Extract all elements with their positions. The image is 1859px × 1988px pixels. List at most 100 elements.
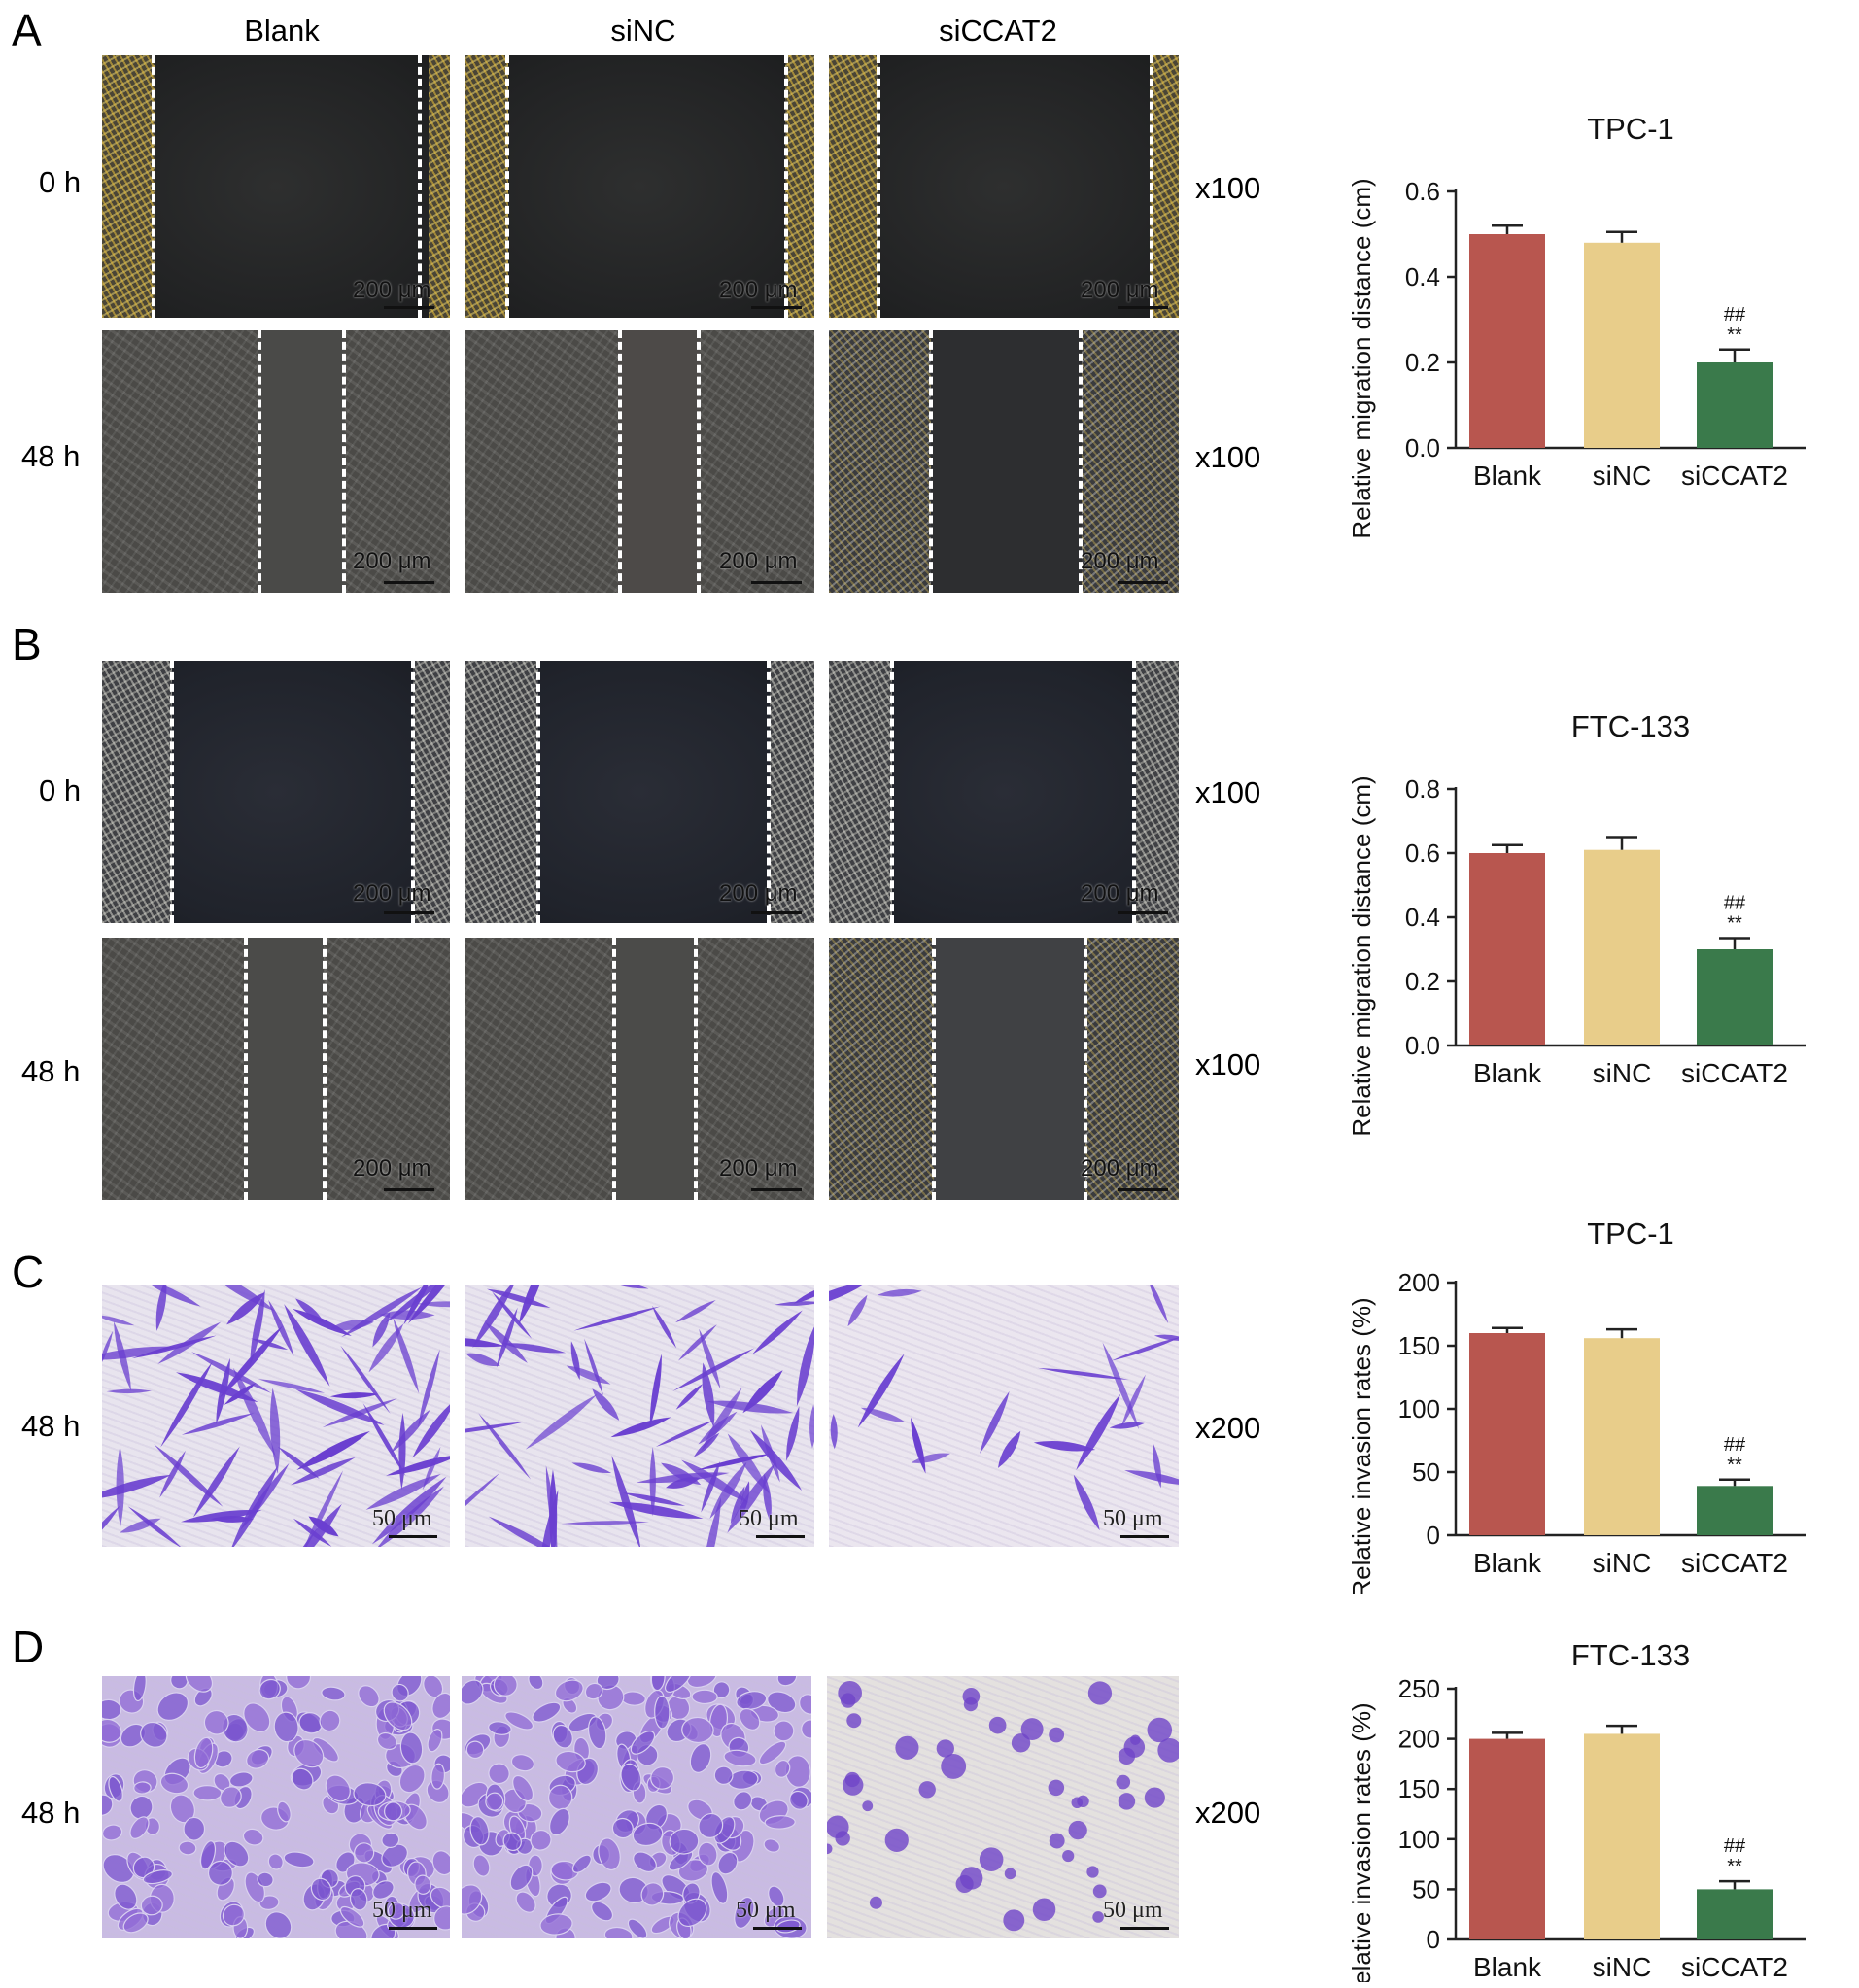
stained-cell: [584, 1682, 603, 1700]
stained-cell: [340, 1345, 391, 1414]
stained-cell: [322, 1398, 397, 1428]
stained-cell: [1118, 1747, 1136, 1765]
stained-cell: [941, 1754, 967, 1779]
stained-cell: [549, 1807, 570, 1836]
micrograph-c-siccat2: 50 μm: [829, 1285, 1179, 1547]
stained-cell: [776, 1676, 798, 1687]
panel-label-c: C: [12, 1247, 45, 1297]
y-tick-label: 150: [1398, 1774, 1440, 1803]
stained-cell: [205, 1285, 275, 1312]
stained-cell: [509, 1864, 534, 1892]
stained-cell: [267, 1853, 284, 1870]
stained-cell: [368, 1323, 404, 1373]
stained-cell: [620, 1763, 642, 1792]
stained-cell: [786, 1406, 800, 1461]
stained-cell: [552, 1724, 573, 1749]
stained-cell: [102, 1698, 122, 1721]
y-tick-label: 50: [1412, 1874, 1440, 1903]
x-tick-label: siCCAT2: [1681, 1058, 1788, 1088]
micrograph-a-0h-siccat2: 200 μm: [829, 55, 1179, 318]
stained-cell: [701, 1388, 742, 1452]
stained-cell: [465, 1337, 505, 1348]
stained-cell: [462, 1679, 484, 1705]
stained-cell: [669, 1828, 700, 1855]
x-tick-label: Blank: [1473, 1548, 1542, 1578]
magnification-a-48h: x100: [1195, 440, 1261, 474]
stained-cell: [936, 1739, 954, 1758]
stained-cell: [127, 1506, 183, 1547]
stained-cell: [911, 1417, 926, 1474]
stained-cell: [224, 1383, 257, 1405]
stained-cell: [114, 1883, 138, 1910]
stained-cell: [1087, 1681, 1113, 1705]
stained-cell: [622, 1492, 686, 1506]
y-tick-label: 0.6: [1405, 839, 1440, 868]
stained-cell: [430, 1763, 446, 1790]
stained-cell: [860, 1407, 906, 1422]
stained-cell: [102, 1474, 172, 1500]
stained-cell: [102, 1346, 178, 1360]
stained-cell: [627, 1918, 648, 1938]
stained-cell: [740, 1481, 750, 1519]
stained-cell: [598, 1837, 621, 1871]
stained-cell: [462, 1884, 483, 1915]
stained-cell: [277, 1446, 320, 1479]
stained-cell: [385, 1285, 450, 1323]
stained-cell: [372, 1312, 391, 1348]
stained-cell: [566, 1365, 611, 1385]
stained-cell: [431, 1692, 450, 1720]
stained-cell: [496, 1307, 518, 1368]
stained-cell: [488, 1763, 510, 1785]
stained-cell: [160, 1360, 213, 1448]
stained-cell: [181, 1510, 262, 1523]
micrograph-d-blank: 50 μm: [102, 1676, 450, 1938]
stained-cell: [310, 1877, 332, 1902]
stained-cell: [809, 1404, 814, 1449]
stained-cell: [1020, 1718, 1044, 1741]
stained-cell: [650, 1676, 666, 1692]
stained-cell: [264, 1911, 293, 1938]
stained-cell: [764, 1815, 796, 1830]
stained-cell: [537, 1490, 559, 1547]
stained-cell: [717, 1851, 739, 1875]
stained-cell: [399, 1731, 424, 1765]
y-axis-label: Relative invasion rates (%): [1347, 1702, 1376, 1982]
stained-cell: [414, 1874, 432, 1895]
stained-cell: [246, 1749, 270, 1769]
stained-cell: [774, 1759, 791, 1778]
stained-cell: [502, 1832, 522, 1852]
stained-cell: [203, 1709, 229, 1735]
stained-cell: [605, 1285, 649, 1289]
stained-cell: [501, 1343, 567, 1354]
panel-label-d: D: [12, 1622, 45, 1672]
significance-star: **: [1727, 912, 1742, 934]
stained-cell: [258, 1379, 326, 1393]
bar-blank: [1469, 853, 1545, 1045]
bar-siccat2: [1697, 1486, 1773, 1535]
stained-cell: [1011, 1733, 1031, 1753]
stained-cell: [140, 1721, 168, 1748]
stained-cell: [997, 1430, 1021, 1468]
x-tick-label: siCCAT2: [1681, 1952, 1788, 1982]
stained-cell: [988, 1716, 1007, 1734]
stained-cell: [1004, 1868, 1016, 1880]
micrograph-a-48h-sinc: 200 μm: [465, 330, 814, 593]
stained-cell: [693, 1432, 720, 1457]
stained-cell: [547, 1784, 573, 1811]
stained-cell: [183, 1816, 206, 1841]
stained-cell: [102, 1330, 114, 1369]
micrograph-c-blank: 50 μm: [102, 1285, 450, 1547]
stained-cell: [488, 1516, 571, 1547]
stained-cell: [869, 1896, 882, 1909]
chart-d-ftc133-invasion: FTC-133 Relative invasion rates (%) 0 50 100…: [1347, 1638, 1806, 1982]
stained-cell: [129, 1795, 154, 1820]
chart-c-tpc1-invasion: TPC-1 Relative invasion rates (%) 0 50 100 15…: [1347, 1217, 1806, 1594]
micrograph-c-sinc: 50 μm: [465, 1285, 814, 1547]
x-tick-label: siNC: [1593, 461, 1652, 491]
stained-cell: [630, 1731, 656, 1755]
stained-cell: [775, 1301, 814, 1306]
stained-cell: [884, 1828, 909, 1852]
bar-blank: [1469, 234, 1545, 448]
stained-cell: [847, 1294, 868, 1327]
stained-cell: [518, 1285, 548, 1324]
